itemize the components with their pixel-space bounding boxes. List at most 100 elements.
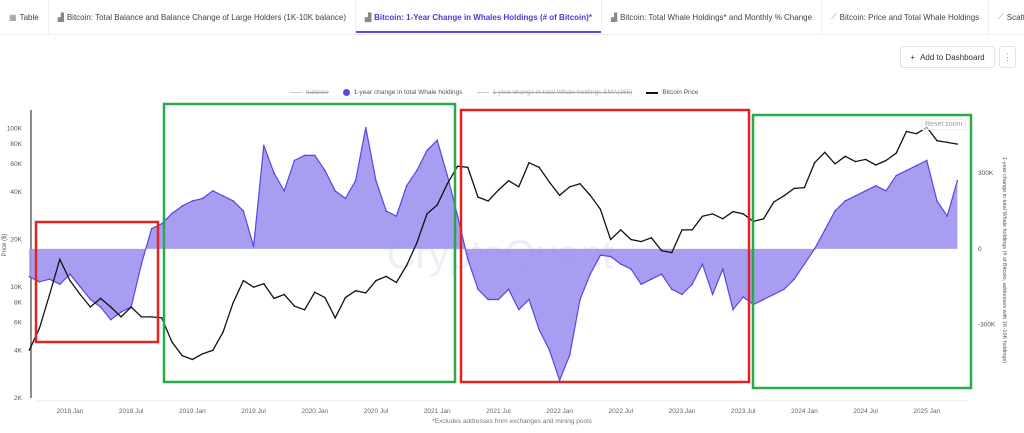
line-swatch-icon xyxy=(476,92,489,93)
y-left-tick-label: 6K xyxy=(14,319,23,326)
table-icon: ▦ xyxy=(9,12,17,22)
footnote: *Excludes addresses from exchanges and m… xyxy=(432,418,592,425)
whale-change-point xyxy=(742,296,744,298)
whale-change-point xyxy=(242,210,245,212)
whale-change-point xyxy=(854,195,857,197)
tab-0[interactable]: ▦ Table xyxy=(0,0,49,34)
bitcoin-price-point xyxy=(375,279,377,282)
whale-change-point xyxy=(89,298,92,301)
bitcoin-price-point xyxy=(803,186,806,189)
annotation-box-red xyxy=(459,108,751,384)
add-to-dashboard-label: Add to Dashboard xyxy=(920,52,985,62)
y-right-tick-label: -300K xyxy=(978,322,996,329)
y-left-tick-label: 100K xyxy=(7,126,23,133)
bitcoin-price-point xyxy=(150,316,153,318)
legend-item-bitcoin-price[interactable]: Bitcoin Price xyxy=(646,89,699,96)
whale-change-point xyxy=(354,179,357,182)
whale-change-point xyxy=(691,283,693,286)
whale-change-point xyxy=(477,288,479,291)
whale-change-point xyxy=(599,254,602,257)
bitcoin-price-point xyxy=(48,293,51,296)
whale-change-point xyxy=(79,286,81,288)
bitcoin-price-point xyxy=(28,349,30,351)
x-tick-label: 2020 Jul xyxy=(364,408,389,415)
bitcoin-price-point xyxy=(762,218,765,220)
tab-5[interactable]: ⟋Scatter xyxy=(989,0,1024,34)
bitcoin-price-point xyxy=(538,166,540,169)
bitcoin-price-point xyxy=(69,279,71,282)
whale-change-point xyxy=(416,169,418,172)
whale-change-point xyxy=(956,179,959,182)
whale-change-point xyxy=(875,184,877,187)
bitcoin-price-point xyxy=(242,279,245,282)
bitcoin-price-point xyxy=(191,358,194,361)
add-to-dashboard-button[interactable]: + Add to Dashboard xyxy=(900,46,995,68)
bitcoin-price-point xyxy=(640,240,642,243)
bitcoin-price-point xyxy=(813,162,816,164)
tab-label: Bitcoin: Total Whale Holdings* and Month… xyxy=(620,12,813,22)
whale-change-point xyxy=(569,354,571,356)
y-left-tick-label: 2K xyxy=(14,395,23,402)
whale-change-point xyxy=(518,308,520,311)
dot-swatch-icon xyxy=(342,89,350,96)
y-right-axis-label: 1-year change in total Whale holdings (#… xyxy=(1001,157,1007,363)
whale-change-point xyxy=(640,283,642,286)
tab-3[interactable]: ▟ Bitcoin: Total Whale Holdings* and Mont… xyxy=(602,0,823,34)
y-left-tick-label: 8K xyxy=(14,300,23,307)
whale-change-point xyxy=(650,278,653,281)
bitcoin-price-point xyxy=(650,237,653,239)
tab-bar: ▦ Table ▟ Bitcoin: Total Balance and Balanc… xyxy=(0,0,1024,35)
whale-change-point xyxy=(620,263,622,265)
line-swatch-icon xyxy=(290,92,302,93)
whale-change-point xyxy=(395,215,398,217)
bitcoin-price-point xyxy=(487,200,489,202)
whale-change-point xyxy=(405,184,408,187)
legend-label: Bitcoin Price xyxy=(662,89,699,96)
whale-change-point xyxy=(701,263,704,265)
whale-change-point xyxy=(885,190,887,192)
x-tick-label: 2021 Jul xyxy=(486,408,511,415)
annotation-box-red xyxy=(34,220,160,344)
whale-change-point xyxy=(59,283,61,286)
annotation-box-green xyxy=(162,102,457,384)
bitcoin-price-point xyxy=(875,164,877,166)
bitcoin-price-point xyxy=(558,194,561,196)
bitcoin-price-point xyxy=(609,238,612,241)
x-tick-label: 2018 Jul xyxy=(119,408,144,415)
bitcoin-price-point xyxy=(497,189,500,191)
bitcoin-price-point xyxy=(579,182,581,185)
bitcoin-price-point xyxy=(722,218,724,220)
whale-change-point xyxy=(446,174,449,177)
legend-label: 1-year change in total Whale holdings xyxy=(353,89,463,96)
more-options-button[interactable]: ⋮ xyxy=(999,46,1016,68)
legend-item-balance[interactable]: balance xyxy=(290,89,329,96)
whale-change-point xyxy=(813,248,816,250)
whale-change-point xyxy=(558,379,561,382)
tab-1[interactable]: ▟ Bitcoin: Total Balance and Balance Chan… xyxy=(49,0,356,34)
bitcoin-price-point xyxy=(691,229,693,231)
bitcoin-price-point xyxy=(599,208,602,211)
x-tick-label: 2020 Jan xyxy=(301,408,328,415)
whale-change-point xyxy=(824,229,826,231)
tab-2[interactable]: ▟ Bitcoin: 1-Year Change in Whales Holdin… xyxy=(355,0,602,34)
whale-change-point xyxy=(426,149,428,152)
bitcoin-price-point xyxy=(385,275,387,278)
bitcoin-price-point xyxy=(905,130,908,133)
whale-change-point xyxy=(671,288,673,291)
whale-change-point xyxy=(222,195,224,197)
bitcoin-price-point xyxy=(671,252,673,254)
whale-change-point xyxy=(38,280,41,283)
line-swatch-icon xyxy=(646,91,659,94)
legend-item-whale-change[interactable]: 1-year change in total Whale holdings xyxy=(342,89,463,96)
whale-change-point xyxy=(324,169,326,172)
reset-zoom-button[interactable]: Reset zoom xyxy=(921,119,967,130)
legend-item-whale-sma[interactable]: 1-year change in total Whale holdings SM… xyxy=(476,89,632,96)
tab-label: Scatter xyxy=(1006,12,1024,22)
tab-4[interactable]: ⟋ Bitcoin: Price and Total Whale Holdings xyxy=(822,0,990,34)
bitcoin-price-point xyxy=(793,187,795,190)
bitcoin-price-point xyxy=(324,296,326,299)
whale-change-point xyxy=(895,174,897,177)
bitcoin-price-point xyxy=(140,316,143,318)
bitcoin-price-point xyxy=(416,242,418,244)
